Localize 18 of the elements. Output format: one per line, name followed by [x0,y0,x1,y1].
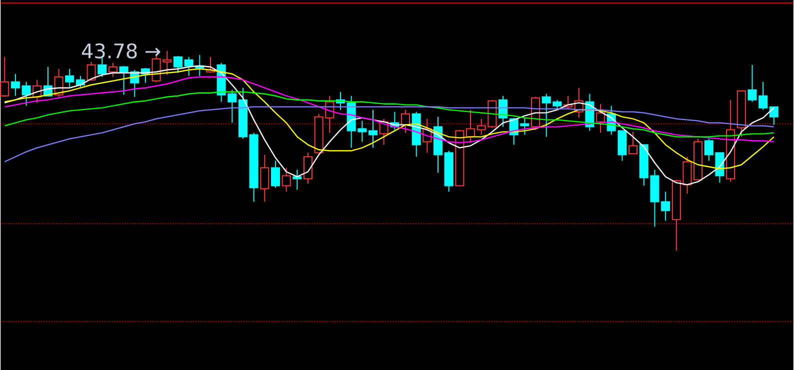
candlestick [173,55,182,74]
candlestick [769,106,778,126]
candlestick [628,131,638,154]
candlestick [108,62,118,78]
candlestick [184,56,194,76]
candlestick [22,81,31,106]
annotation: 43.78 → [82,43,160,58]
candlestick [270,160,280,188]
candlestick [748,64,757,102]
candlestick [368,109,378,148]
candlestick [65,68,74,88]
candlestick [282,167,291,192]
candlestick [661,190,670,221]
candlestick [758,81,768,110]
candlestick [260,154,270,202]
candlestick [86,61,96,82]
candlestick [10,73,20,96]
candlestick [303,152,313,184]
